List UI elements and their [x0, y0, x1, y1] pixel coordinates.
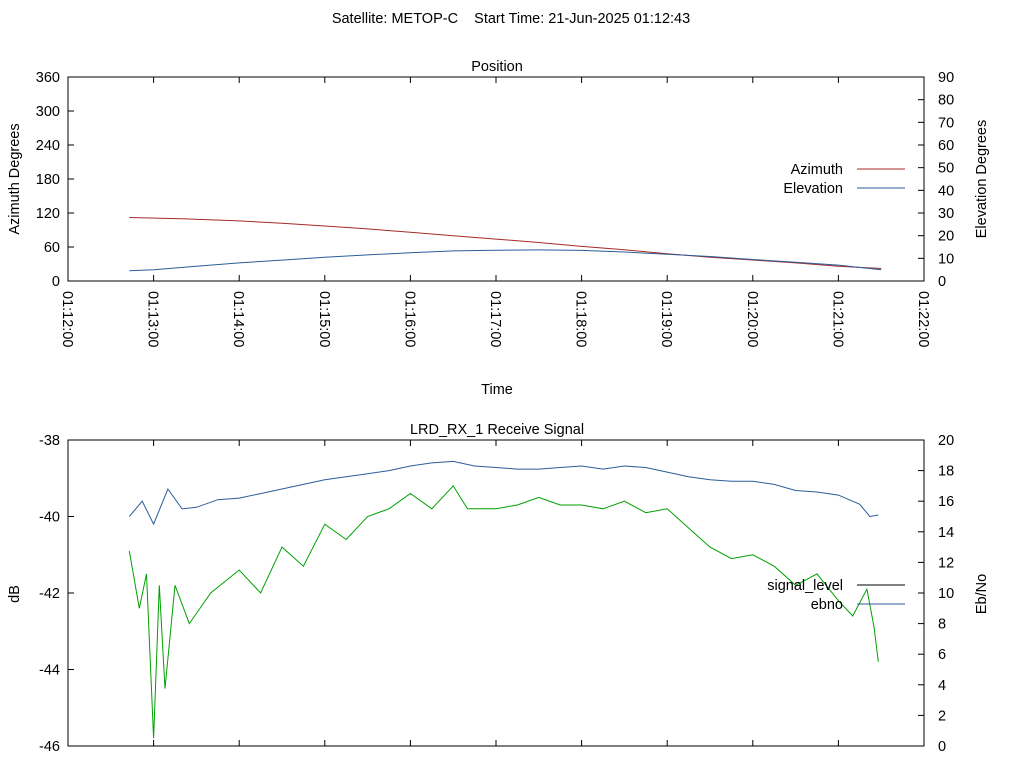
position-y2-tick-label: 20: [938, 229, 954, 245]
signal-y2-tick-label: 0: [938, 739, 946, 755]
position-y-tick-label: 300: [36, 104, 60, 120]
signal-axis-ticks: -46 -44 -42 -40 -38 0 2 4 6 8 10 12 14 16 18 20: [39, 433, 954, 755]
signal-y-tick-label: -42: [39, 586, 60, 602]
signal-y2-tick-label: 6: [938, 647, 946, 663]
position-x-axis-label: Time: [481, 382, 513, 398]
position-y-axis-label: Azimuth Degrees: [7, 123, 23, 234]
signal-y2-tick-label: 20: [938, 433, 954, 449]
signal-y2-tick-label: 10: [938, 586, 954, 602]
signal-y2-tick-label: 4: [938, 678, 946, 694]
position-y2-tick-label: 90: [938, 70, 954, 86]
legend-label-elevation: Elevation: [783, 181, 843, 197]
position-y-tick-label: 240: [36, 138, 60, 154]
position-y2-tick-label: 60: [938, 138, 954, 154]
position-y2-tick-label: 30: [938, 206, 954, 222]
legend-label-azimuth: Azimuth: [791, 162, 843, 178]
position-x-tick-label: 01:18:00: [573, 291, 589, 347]
signal-y2-tick-label: 16: [938, 494, 954, 510]
position-chart-title: Position: [471, 59, 523, 75]
position-x-tick-label: 01:19:00: [658, 291, 674, 347]
position-y2-tick-label: 10: [938, 251, 954, 267]
signal-y2-tick-label: 14: [938, 525, 954, 541]
signal-series: [128, 460, 879, 739]
signal-y-tick-label: -46: [39, 739, 60, 755]
series-line-ebno: [128, 460, 879, 526]
signal-chart: LRD_RX_1 Receive Signal dB Eb/No -46-44-…: [7, 422, 990, 755]
signal-y2-axis-label: Eb/No: [974, 574, 990, 614]
position-y2-tick-label: 0: [938, 274, 946, 290]
position-x-tick-label: 01:22:00: [915, 291, 931, 347]
position-x-tick-label: 01:17:00: [487, 291, 503, 347]
position-y2-tick-label: 40: [938, 183, 954, 199]
position-y-tick-label: 120: [36, 206, 60, 222]
position-x-tick-label: 01:14:00: [230, 291, 246, 347]
main-title: Satellite: METOP-C Start Time: 21-Jun-20…: [332, 11, 690, 27]
signal-chart-title: LRD_RX_1 Receive Signal: [410, 422, 584, 438]
position-y-tick-label: 60: [44, 240, 60, 256]
position-y2-tick-label: 50: [938, 161, 954, 177]
signal-y-axis-label: dB: [7, 585, 23, 603]
position-x-tick-label: 01:21:00: [829, 291, 845, 347]
signal-y2-tick-label: 8: [938, 617, 946, 633]
position-axis-ticks: 01:12:00 01:13:00 01:14:00 01:15:00 01:16:00…: [36, 70, 954, 347]
position-y2-axis-label: Elevation Degrees: [974, 120, 990, 239]
position-x-tick-label: 01:13:00: [145, 291, 161, 347]
position-series: [129, 217, 882, 272]
series-line-azimuth: [129, 217, 882, 269]
series-line-signal-level: [128, 485, 879, 739]
position-legend: Azimuth Elevation: [783, 162, 905, 197]
signal-y-tick-label: -40: [39, 510, 60, 526]
signal-y-tick-label: -38: [39, 433, 60, 449]
signal-y2-tick-label: 2: [938, 708, 946, 724]
position-y-tick-label: 180: [36, 172, 60, 188]
position-x-tick-label: 01:15:00: [316, 291, 332, 347]
series-line-elevation: [129, 249, 882, 272]
position-chart: Position Azimuth Degrees Elevation Degre…: [7, 59, 990, 398]
legend-label-ebno: ebno: [811, 597, 843, 613]
position-y2-tick-label: 80: [938, 93, 954, 109]
legend-label-signal-level: signal_level: [767, 578, 843, 594]
signal-y2-tick-label: 18: [938, 464, 954, 480]
position-x-tick-label: 01:16:00: [401, 291, 417, 347]
position-y-tick-label: 360: [36, 70, 60, 86]
position-x-tick-label: 01:12:00: [59, 291, 75, 347]
signal-y2-tick-label: 12: [938, 555, 954, 571]
signal-y-tick-label: -44: [39, 663, 60, 679]
position-y-tick-label: 0: [52, 274, 60, 290]
position-x-tick-label: 01:20:00: [744, 291, 760, 347]
position-y2-tick-label: 70: [938, 115, 954, 131]
